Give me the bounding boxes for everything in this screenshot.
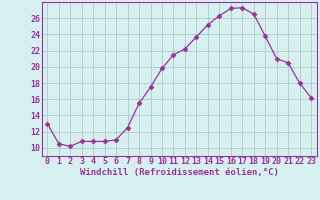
X-axis label: Windchill (Refroidissement éolien,°C): Windchill (Refroidissement éolien,°C) — [80, 168, 279, 177]
